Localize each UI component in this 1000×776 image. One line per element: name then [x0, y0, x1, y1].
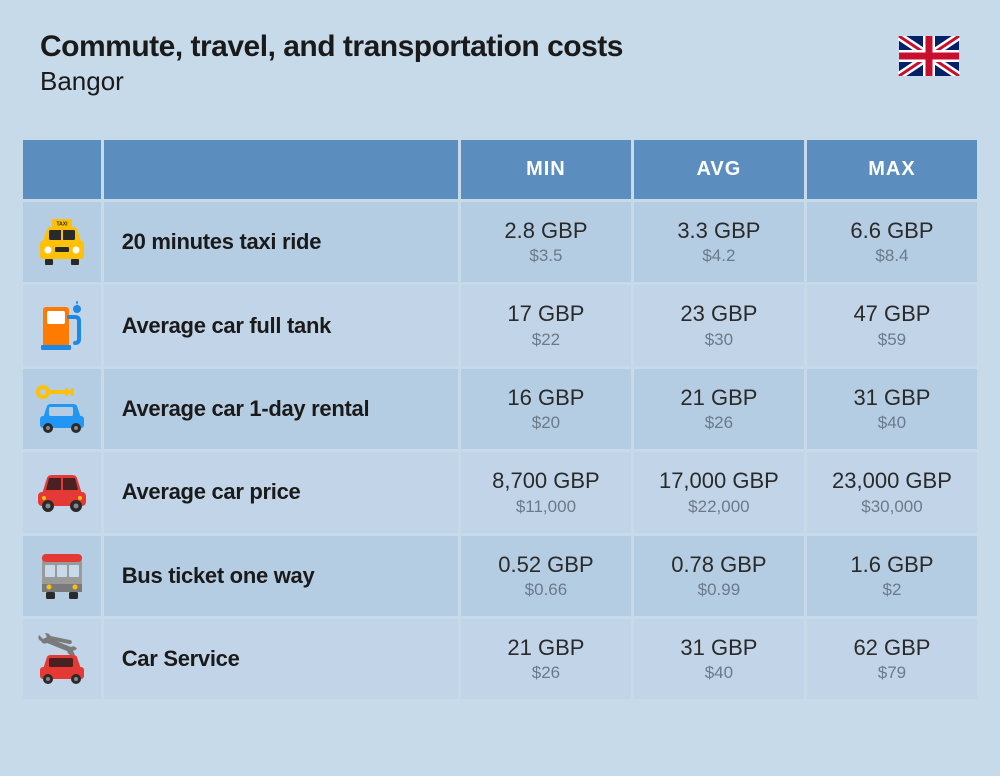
- min-usd-value: $0.66: [471, 580, 621, 600]
- page-subtitle: Bangor: [40, 66, 623, 97]
- row-max-cell: 6.6 GBP$8.4: [807, 202, 977, 282]
- row-label: Bus ticket one way: [104, 536, 458, 616]
- min-usd-value: $22: [471, 330, 621, 350]
- min-gbp-value: 8,700 GBP: [471, 468, 621, 494]
- avg-gbp-value: 31 GBP: [644, 635, 794, 661]
- row-avg-cell: 17,000 GBP $22,000: [634, 452, 804, 532]
- row-label: Car Service: [104, 619, 458, 699]
- table-row: Average car full tank 17 GBP $22 23 GBP $30 4…: [23, 285, 977, 365]
- row-avg-cell: 0.78 GBP$0.99: [634, 536, 804, 616]
- table-row: Car Service21 GBP$2631 GBP$4062 GBP$79: [23, 619, 977, 699]
- row-min-cell: 21 GBP$26: [461, 619, 631, 699]
- max-gbp-value: 6.6 GBP: [817, 218, 967, 244]
- row-avg-cell: 23 GBP $30: [634, 285, 804, 365]
- svg-text:TAXI: TAXI: [56, 222, 68, 228]
- min-usd-value: $20: [471, 413, 621, 433]
- costs-table: MIN AVG MAX TAXI 20 minutes taxi ride2.8…: [20, 137, 980, 702]
- car-icon: [33, 470, 91, 514]
- table-row: Bus ticket one way0.52 GBP$0.660.78 GBP$…: [23, 536, 977, 616]
- max-gbp-value: 31 GBP: [817, 385, 967, 411]
- row-avg-cell: 3.3 GBP$4.2: [634, 202, 804, 282]
- min-usd-value: $11,000: [471, 497, 621, 517]
- row-max-cell: 62 GBP$79: [807, 619, 977, 699]
- row-max-cell: 47 GBP $59: [807, 285, 977, 365]
- row-icon-cell: [23, 452, 101, 532]
- row-icon-cell: [23, 619, 101, 699]
- avg-usd-value: $0.99: [644, 580, 794, 600]
- avg-gbp-value: 17,000 GBP: [644, 468, 794, 494]
- uk-flag-icon: [898, 36, 960, 76]
- avg-gbp-value: 23 GBP: [644, 301, 794, 327]
- min-usd-value: $3.5: [471, 246, 621, 266]
- min-gbp-value: 2.8 GBP: [471, 218, 621, 244]
- car-rental-icon: [33, 384, 91, 434]
- row-label: Average car price: [104, 452, 458, 532]
- max-gbp-value: 62 GBP: [817, 635, 967, 661]
- header-avg: AVG: [634, 140, 804, 199]
- max-usd-value: $30,000: [817, 497, 967, 517]
- table-row: TAXI 20 minutes taxi ride2.8 GBP$3.53.3 …: [23, 202, 977, 282]
- row-max-cell: 31 GBP$40: [807, 369, 977, 449]
- header-label-col: [104, 140, 458, 199]
- max-usd-value: $2: [817, 580, 967, 600]
- avg-usd-value: $40: [644, 663, 794, 683]
- avg-usd-value: $30: [644, 330, 794, 350]
- avg-gbp-value: 21 GBP: [644, 385, 794, 411]
- header-icon-col: [23, 140, 101, 199]
- row-min-cell: 0.52 GBP$0.66: [461, 536, 631, 616]
- max-usd-value: $79: [817, 663, 967, 683]
- max-usd-value: $40: [817, 413, 967, 433]
- row-icon-cell: [23, 536, 101, 616]
- header-text: Commute, travel, and transportation cost…: [40, 30, 623, 97]
- max-gbp-value: 23,000 GBP: [817, 468, 967, 494]
- avg-usd-value: $22,000: [644, 497, 794, 517]
- row-icon-cell: TAXI: [23, 202, 101, 282]
- max-gbp-value: 1.6 GBP: [817, 552, 967, 578]
- table-row: Average car 1-day rental16 GBP$2021 GBP$…: [23, 369, 977, 449]
- avg-gbp-value: 0.78 GBP: [644, 552, 794, 578]
- min-gbp-value: 21 GBP: [471, 635, 621, 661]
- row-avg-cell: 21 GBP$26: [634, 369, 804, 449]
- row-label: Average car full tank: [104, 285, 458, 365]
- min-gbp-value: 16 GBP: [471, 385, 621, 411]
- row-min-cell: 17 GBP $22: [461, 285, 631, 365]
- header-min: MIN: [461, 140, 631, 199]
- page-header: Commute, travel, and transportation cost…: [0, 0, 1000, 117]
- row-max-cell: 23,000 GBP $30,000: [807, 452, 977, 532]
- taxi-icon: TAXI: [35, 217, 89, 267]
- row-icon-cell: [23, 369, 101, 449]
- row-icon-cell: [23, 285, 101, 365]
- avg-usd-value: $26: [644, 413, 794, 433]
- avg-gbp-value: 3.3 GBP: [644, 218, 794, 244]
- row-label: 20 minutes taxi ride: [104, 202, 458, 282]
- row-label: Average car 1-day rental: [104, 369, 458, 449]
- min-gbp-value: 17 GBP: [471, 301, 621, 327]
- row-min-cell: 16 GBP$20: [461, 369, 631, 449]
- row-avg-cell: 31 GBP$40: [634, 619, 804, 699]
- row-min-cell: 2.8 GBP$3.5: [461, 202, 631, 282]
- max-usd-value: $59: [817, 330, 967, 350]
- fuel-pump-icon: [35, 299, 89, 353]
- avg-usd-value: $4.2: [644, 246, 794, 266]
- bus-icon: [35, 550, 89, 602]
- car-service-icon: [33, 633, 91, 685]
- row-max-cell: 1.6 GBP$2: [807, 536, 977, 616]
- max-gbp-value: 47 GBP: [817, 301, 967, 327]
- header-max: MAX: [807, 140, 977, 199]
- table-header-row: MIN AVG MAX: [23, 140, 977, 199]
- page-title: Commute, travel, and transportation cost…: [40, 30, 623, 64]
- table-row: Average car price 8,700 GBP $11,000 17,000 …: [23, 452, 977, 532]
- max-usd-value: $8.4: [817, 246, 967, 266]
- min-gbp-value: 0.52 GBP: [471, 552, 621, 578]
- min-usd-value: $26: [471, 663, 621, 683]
- row-min-cell: 8,700 GBP $11,000: [461, 452, 631, 532]
